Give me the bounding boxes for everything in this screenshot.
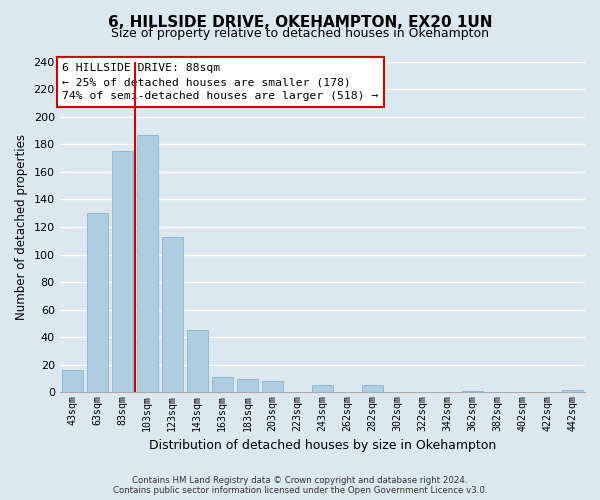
Bar [212,377,233,392]
Bar [137,134,158,392]
Bar [86,213,108,392]
Y-axis label: Number of detached properties: Number of detached properties [15,134,28,320]
Bar [236,378,258,392]
Bar [362,386,383,392]
Bar [187,330,208,392]
Bar [262,382,283,392]
Text: Contains HM Land Registry data © Crown copyright and database right 2024.
Contai: Contains HM Land Registry data © Crown c… [113,476,487,495]
Text: 6, HILLSIDE DRIVE, OKEHAMPTON, EX20 1UN: 6, HILLSIDE DRIVE, OKEHAMPTON, EX20 1UN [108,15,492,30]
Bar [161,236,183,392]
Bar [112,151,133,392]
Text: Size of property relative to detached houses in Okehampton: Size of property relative to detached ho… [111,28,489,40]
X-axis label: Distribution of detached houses by size in Okehampton: Distribution of detached houses by size … [149,440,496,452]
Bar [62,370,83,392]
Bar [462,391,483,392]
Bar [312,386,333,392]
Text: 6 HILLSIDE DRIVE: 88sqm
← 25% of detached houses are smaller (178)
74% of semi-d: 6 HILLSIDE DRIVE: 88sqm ← 25% of detache… [62,63,379,101]
Bar [562,390,583,392]
